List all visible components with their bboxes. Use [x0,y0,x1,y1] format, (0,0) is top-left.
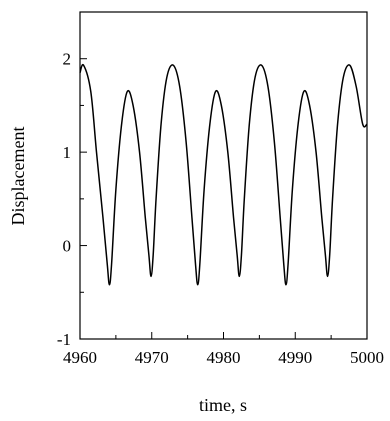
x-tick-label: 4970 [135,348,169,367]
plot-frame [79,11,368,340]
tick-labels-layer: 4960 4970 4980 4990 5000 -1 0 1 2 [57,50,384,367]
y-tick-label: -1 [57,330,71,349]
y-tick-label: 0 [63,237,72,256]
x-tick-label: 5000 [350,348,384,367]
displacement-series-line [79,63,368,286]
x-axis-label: time, s [199,395,247,415]
y-tick-label: 1 [63,143,72,162]
ticks-layer [79,58,368,340]
y-tick-label: 2 [63,50,72,69]
x-tick-label: 4990 [278,348,312,367]
y-axis-label: Displacement [8,127,28,226]
series-layer [79,63,368,286]
x-tick-label: 4980 [207,348,241,367]
x-tick-label: 4960 [63,348,97,367]
